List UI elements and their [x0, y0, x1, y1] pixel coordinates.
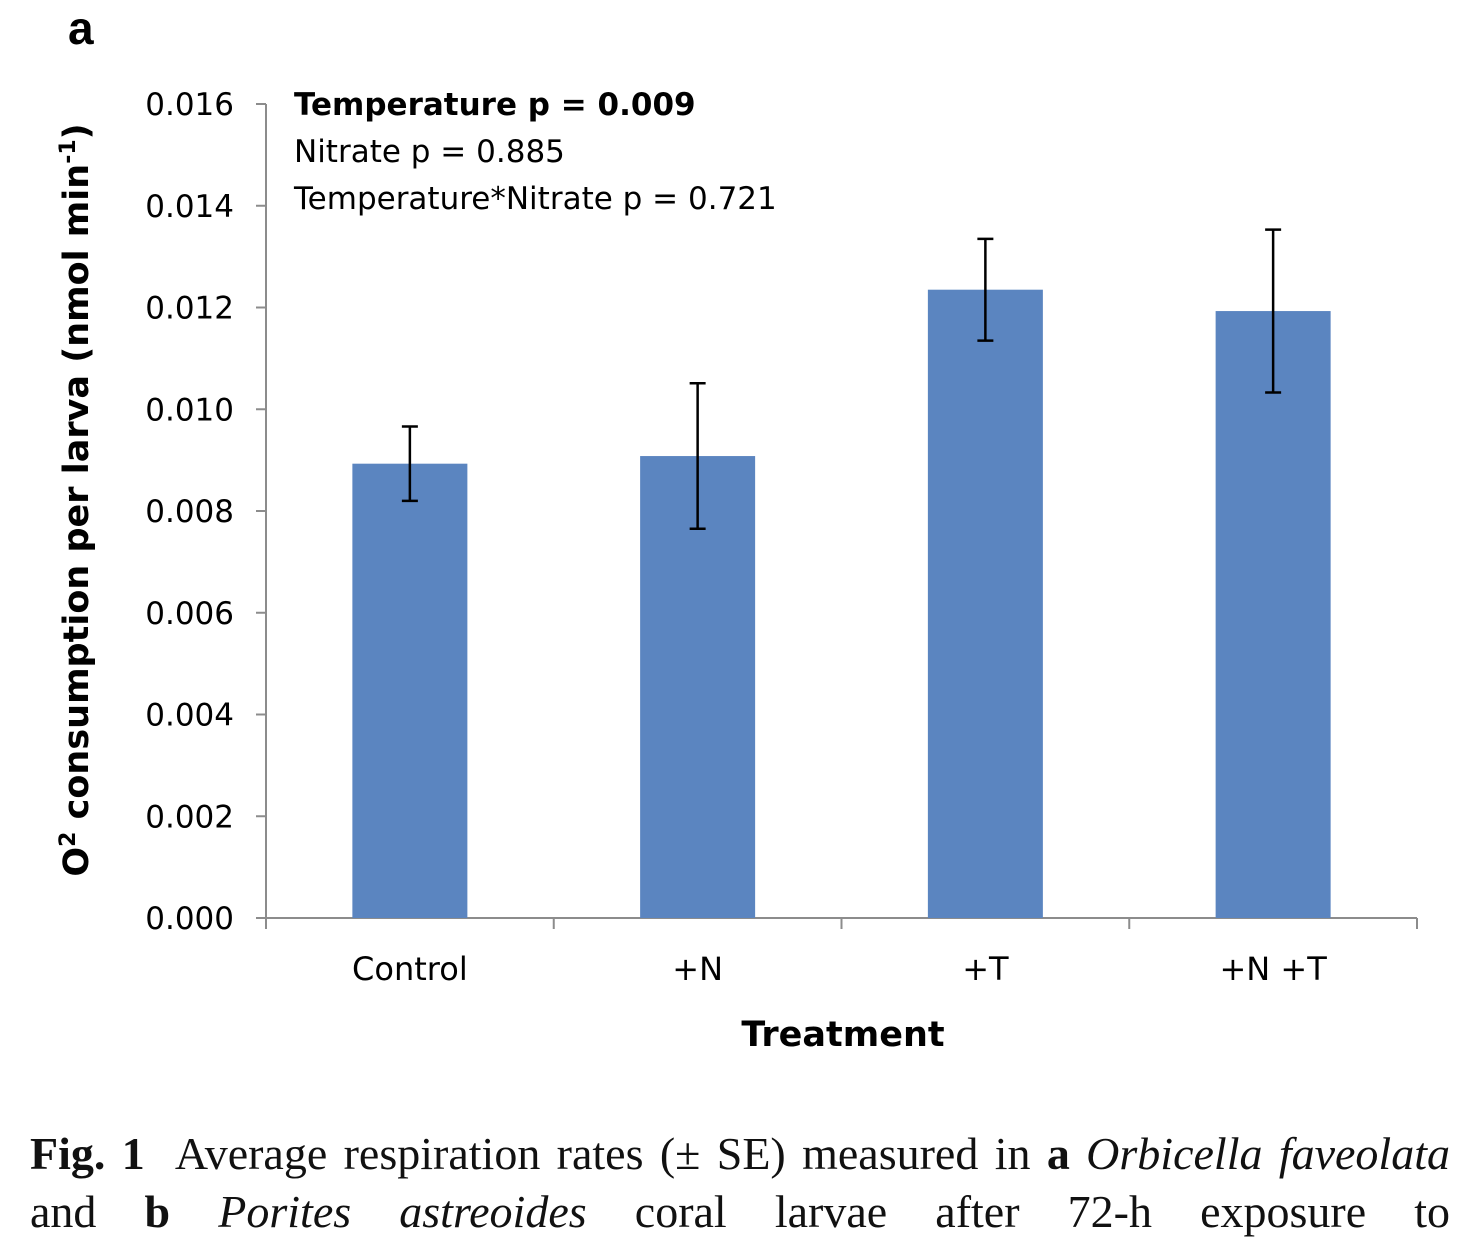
y-axis-title: O2 consumption per larva (nmol min-1) — [56, 123, 97, 876]
y-axis-title-part-3: ) — [57, 123, 97, 139]
caption-panel-a: a — [1046, 1128, 1070, 1179]
caption-panel-b: b — [144, 1186, 171, 1237]
caption-fig-number: Fig. 1 — [30, 1128, 145, 1179]
x-category-label: Control — [352, 950, 468, 988]
bar-2 — [640, 456, 756, 918]
x-category-label: +N — [672, 950, 723, 988]
caption-species-1b: faveolata — [1278, 1128, 1450, 1179]
annotation-interaction: Temperature*Nitrate p = 0.721 — [293, 181, 777, 217]
caption-species-2: Porites astreoides — [218, 1186, 587, 1237]
y-tick-label: 0.006 — [145, 596, 234, 632]
y-tick-label: 0.000 — [145, 901, 234, 937]
caption-text-2: coral larvae after 72-h exposure to — [634, 1186, 1451, 1237]
annotation-temperature: Temperature p = 0.009 — [294, 87, 696, 123]
x-category-labels: Control +N +T +N +T — [352, 950, 1327, 988]
caption-and: and — [30, 1186, 97, 1237]
x-axis-title: Treatment — [741, 1015, 944, 1055]
y-tick-label: 0.016 — [145, 87, 234, 123]
y-axis-title-sup-1: 2 — [56, 832, 81, 847]
x-category-label: +N +T — [1219, 950, 1327, 988]
bar-series — [352, 289, 1331, 919]
y-tick-label: 0.012 — [145, 291, 234, 327]
y-axis-title-sup-2: -1 — [56, 139, 81, 163]
bar-1 — [352, 463, 468, 918]
caption-text-1: Average respiration rates (± SE) measure… — [174, 1128, 1031, 1179]
respiration-bar-chart: a 0.0000.0020.0040.0060.0080.0100.0120.0… — [56, 2, 1418, 1055]
caption-species-1: Orbicella — [1086, 1128, 1263, 1179]
y-tick-label: 0.002 — [145, 799, 234, 835]
y-axis-title-part-2: consumption per larva (nmol min — [57, 164, 97, 832]
y-tick-label: 0.008 — [145, 494, 234, 530]
y-tick-labels: 0.000 0.002 0.004 0.006 0.008 0.010 0.012 0.014… — [145, 87, 234, 937]
figure-caption: Fig. 1 Average respiration rates (± SE) … — [30, 1125, 1450, 1241]
y-axis-title-part-1: O — [57, 847, 97, 877]
y-tick-label: 0.014 — [145, 189, 234, 225]
y-tick-label: 0.004 — [145, 698, 234, 734]
bar-4 — [1215, 311, 1331, 918]
error-bars — [401, 228, 1282, 531]
x-category-label: +T — [962, 950, 1009, 988]
annotation-nitrate: Nitrate p = 0.885 — [294, 134, 565, 170]
y-tick-label: 0.010 — [145, 392, 234, 428]
bar-3 — [927, 289, 1043, 919]
panel-label: a — [68, 2, 94, 54]
